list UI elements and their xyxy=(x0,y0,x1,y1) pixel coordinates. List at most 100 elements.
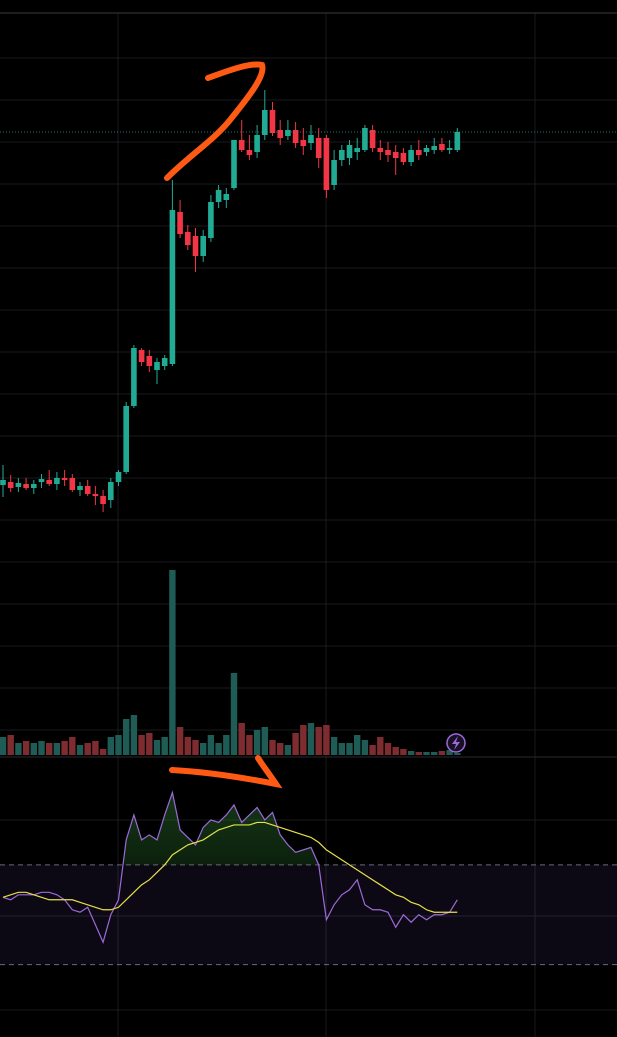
candle-body xyxy=(92,494,99,496)
candle-body xyxy=(254,135,260,152)
volume-bar xyxy=(369,745,376,755)
volume-bar xyxy=(361,740,369,755)
volume-bar xyxy=(307,723,315,755)
volume-bar xyxy=(284,745,292,755)
volume-bar xyxy=(223,735,230,755)
candle-body xyxy=(323,138,330,190)
volume-bar xyxy=(92,741,99,755)
candle-body xyxy=(192,236,199,256)
candle-body xyxy=(423,148,430,152)
candle-body xyxy=(23,484,29,488)
plot xyxy=(0,90,617,966)
volume-bar xyxy=(7,735,14,755)
candle-body xyxy=(200,236,206,256)
candle-body xyxy=(408,150,414,162)
candle-body xyxy=(54,478,60,484)
candle-body xyxy=(177,212,183,234)
volume-bar xyxy=(123,719,130,755)
volume-bar xyxy=(138,735,145,755)
candle-body xyxy=(431,146,437,150)
volume-bar xyxy=(400,749,407,755)
volume-bar xyxy=(107,737,114,755)
candle-body xyxy=(308,135,314,143)
candle-body xyxy=(246,150,253,155)
volume-bar xyxy=(215,743,222,755)
volume-bar xyxy=(431,752,438,755)
volume-bar xyxy=(192,740,199,755)
volume-bar xyxy=(392,747,399,755)
rsi-line xyxy=(2,790,458,944)
candle-body xyxy=(69,478,76,490)
candle-body xyxy=(38,479,45,482)
candle-body xyxy=(315,138,322,158)
volume-bar xyxy=(454,753,461,755)
volume-bar xyxy=(76,745,84,755)
candle-body xyxy=(392,152,399,158)
volume-bar xyxy=(300,725,307,755)
volume-bar xyxy=(130,715,138,755)
candle-body xyxy=(277,130,283,138)
volume-bar xyxy=(346,743,353,755)
volume-bar xyxy=(22,741,30,755)
candle-body xyxy=(238,140,245,150)
candle-body xyxy=(146,356,153,366)
volume-bar xyxy=(338,743,345,755)
annotation-stroke xyxy=(164,61,266,181)
volume-bar xyxy=(207,735,215,755)
candle-body xyxy=(416,150,422,155)
volume-bar xyxy=(161,737,168,755)
grid xyxy=(0,13,617,1037)
candle-body xyxy=(292,130,299,143)
candle-body xyxy=(131,348,137,406)
candle-body xyxy=(7,482,14,488)
volume-bar xyxy=(153,740,161,755)
candle-body xyxy=(377,148,384,152)
candle-body xyxy=(331,160,337,185)
volume-bar xyxy=(53,743,61,755)
volume-bar xyxy=(315,727,322,755)
candle-body xyxy=(46,480,52,484)
candle-body xyxy=(385,150,391,155)
volume-bar xyxy=(423,752,430,755)
candle-body xyxy=(223,194,230,200)
volume-bar xyxy=(292,733,299,755)
candle-body xyxy=(369,130,376,148)
candle-body xyxy=(154,362,160,370)
candle-body xyxy=(0,480,6,485)
candle-body xyxy=(300,140,307,146)
volume-bar xyxy=(438,751,446,755)
volume-bar xyxy=(415,752,422,755)
candle-body xyxy=(61,478,68,480)
volume-bar xyxy=(277,743,284,755)
volume-bar xyxy=(146,733,153,755)
candle-body xyxy=(231,140,237,188)
volume-bar xyxy=(99,749,107,755)
annotation-stroke xyxy=(169,755,283,789)
candle-body xyxy=(77,486,83,490)
volume-bar xyxy=(446,750,453,755)
volume-bar xyxy=(61,741,68,755)
volume-bar xyxy=(115,735,122,755)
volume-bar xyxy=(253,730,261,755)
candle-body xyxy=(169,210,176,364)
candle-body xyxy=(400,153,407,162)
candle-body xyxy=(285,130,291,136)
lightning-icon[interactable] xyxy=(446,733,466,753)
candle-body xyxy=(161,358,168,366)
rsi-ma-line xyxy=(2,821,458,913)
volume-bar xyxy=(330,737,338,755)
volume-bar xyxy=(238,723,245,755)
candle-body xyxy=(100,496,106,504)
candle-body xyxy=(31,484,37,488)
candle-body xyxy=(439,144,445,150)
volume-bar xyxy=(354,735,361,755)
rsi-overbought-fill xyxy=(3,792,458,865)
volume-bar xyxy=(84,743,91,755)
volume-bar xyxy=(46,743,53,755)
candle-body xyxy=(108,482,114,500)
candle-body xyxy=(362,128,368,150)
candle-body xyxy=(346,145,353,158)
volume-bar xyxy=(30,743,37,755)
volume-bar xyxy=(176,727,184,755)
volume-bar xyxy=(69,737,76,755)
